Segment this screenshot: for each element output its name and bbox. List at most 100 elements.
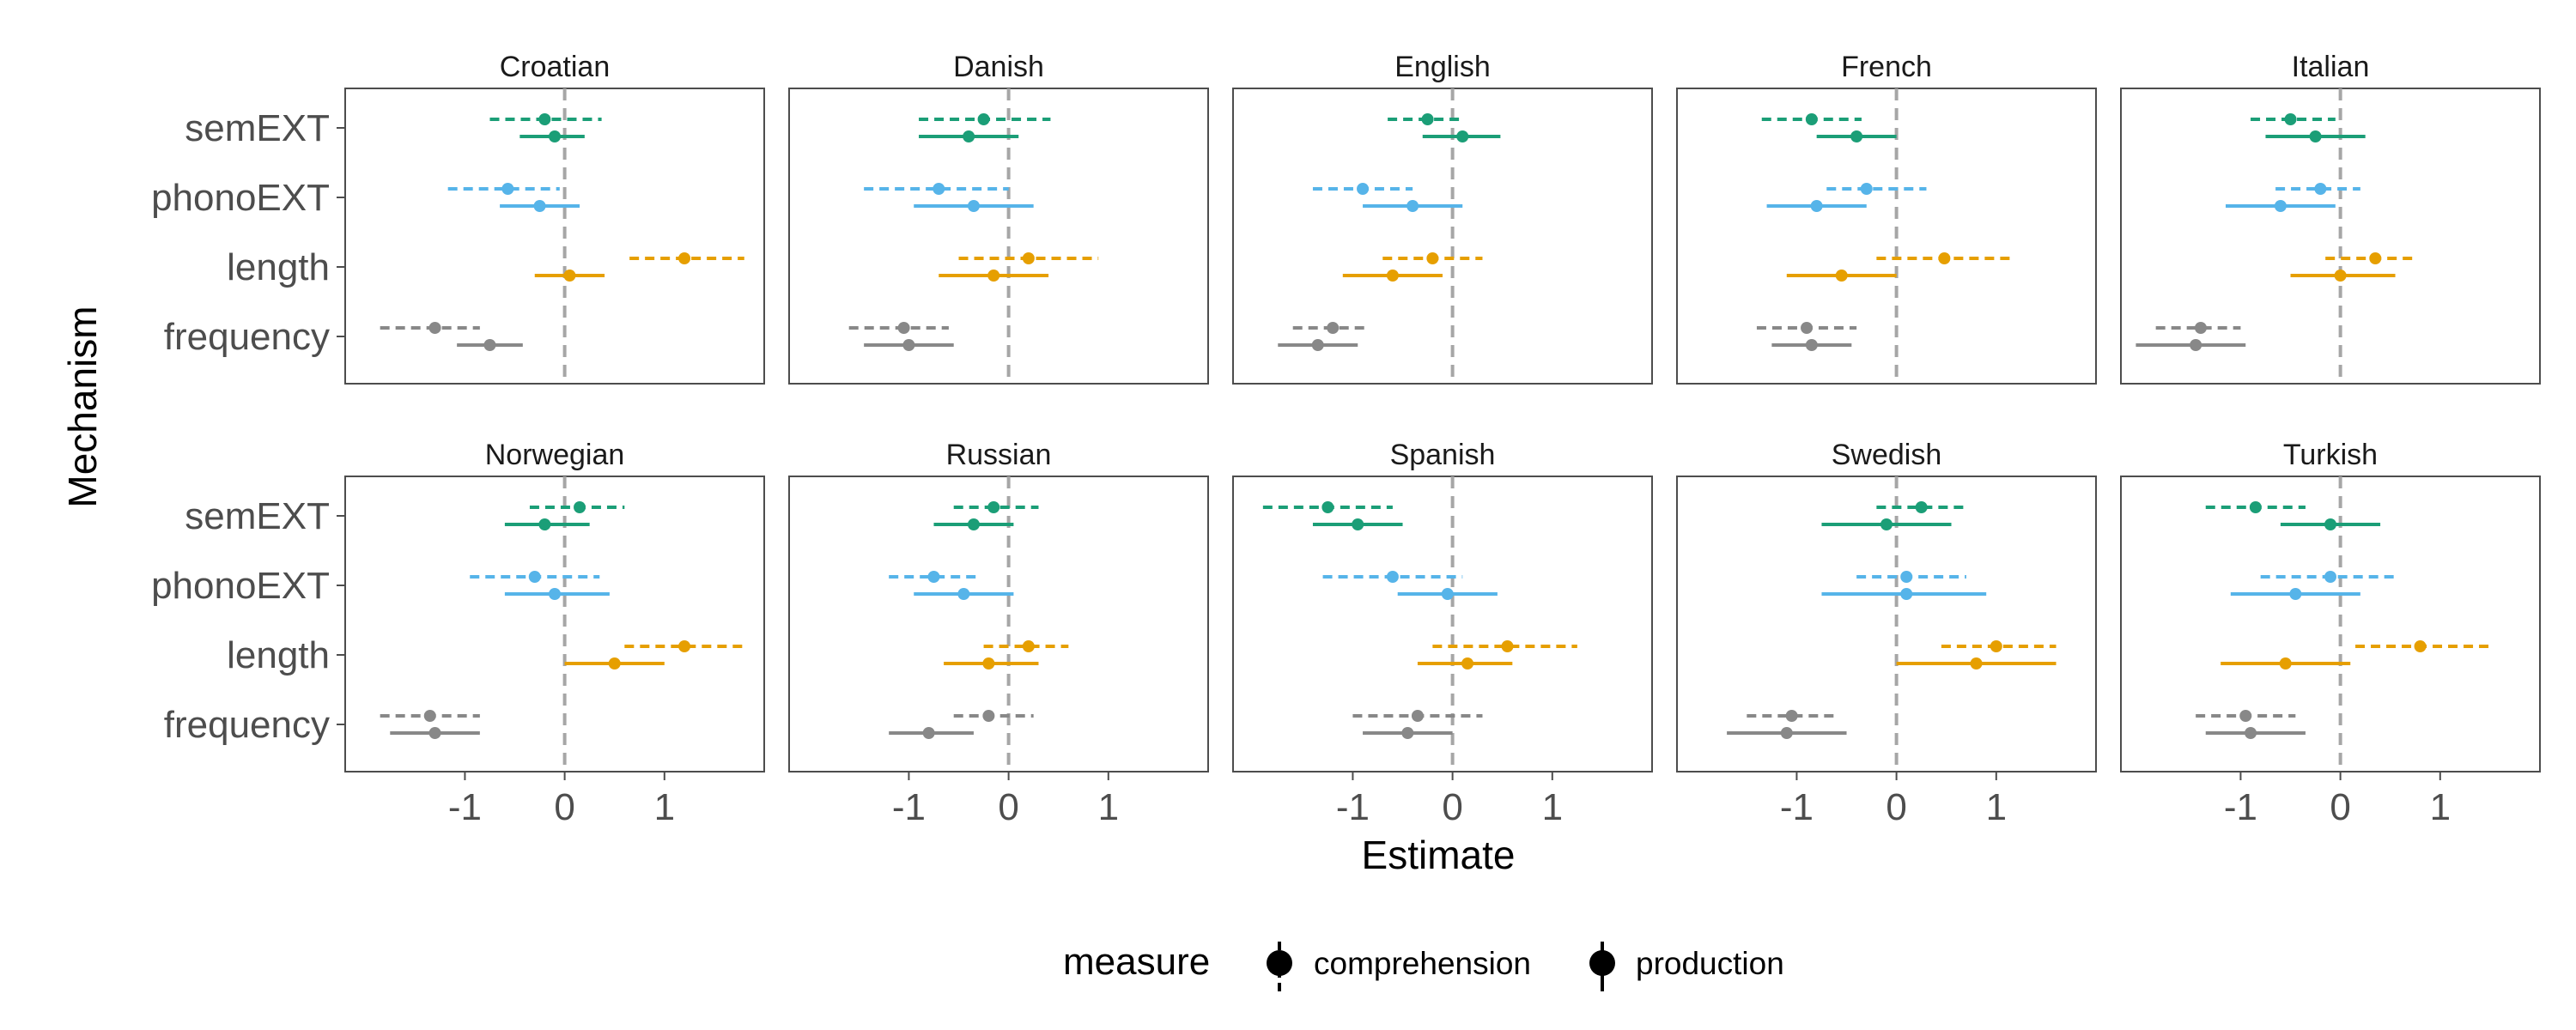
x-tick-label-norwegian-2: 1 <box>654 786 675 828</box>
panel-swedish: Swedish <box>1676 439 2097 780</box>
point-russian-semext-production <box>967 518 980 530</box>
legend-label-production: production <box>1636 946 1784 981</box>
point-swedish-semext-comprehension <box>1915 501 1928 513</box>
point-norwegian-phonoext-production <box>549 588 561 600</box>
point-turkish-length-comprehension <box>2414 640 2427 652</box>
point-danish-length-production <box>987 270 1000 282</box>
point-norwegian-semext-comprehension <box>574 501 586 513</box>
point-english-semext-production <box>1456 130 1469 142</box>
point-russian-frequency-production <box>922 727 935 739</box>
point-spanish-phonoext-production <box>1441 588 1454 600</box>
point-croatian-phonoext-comprehension <box>501 183 514 195</box>
point-croatian-frequency-production <box>483 339 496 351</box>
x-tick-label-spanish-0: -1 <box>1336 786 1370 828</box>
point-italian-semext-production <box>2309 130 2322 142</box>
panel-italian: Italian <box>2120 51 2541 385</box>
panel-danish: Danish <box>788 51 1209 385</box>
point-english-frequency-comprehension <box>1327 322 1340 334</box>
point-swedish-phonoext-comprehension <box>1900 571 1913 583</box>
point-turkish-phonoext-comprehension <box>2324 571 2336 583</box>
point-italian-phonoext-comprehension <box>2314 183 2327 195</box>
panel-border-russian <box>788 476 1209 772</box>
point-spanish-length-production <box>1461 657 1474 670</box>
legend-key-production-point <box>1589 950 1615 976</box>
panel-french: French <box>1676 51 2097 385</box>
panel-title-italian: Italian <box>2292 51 2370 83</box>
y-axis-tick-labels: semEXT phonoEXT length frequency semEXT phono… <box>151 107 330 746</box>
point-spanish-phonoext-comprehension <box>1386 571 1399 583</box>
point-russian-phonoext-production <box>957 588 970 600</box>
point-french-phonoext-production <box>1810 200 1823 212</box>
point-danish-frequency-production <box>902 339 915 351</box>
point-turkish-frequency-comprehension <box>2239 710 2252 722</box>
x-tick-label-swedish-0: -1 <box>1780 786 1814 828</box>
panel-title-russian: Russian <box>946 439 1052 471</box>
panel-title-turkish: Turkish <box>2283 439 2378 471</box>
point-italian-frequency-comprehension <box>2194 322 2207 334</box>
point-swedish-length-production <box>1970 657 1983 670</box>
panel-croatian: Croatian <box>337 51 765 385</box>
point-french-frequency-production <box>1805 339 1818 351</box>
x-tick-label-norwegian-0: -1 <box>448 786 482 828</box>
point-danish-semext-comprehension <box>977 113 990 125</box>
point-croatian-semext-comprehension <box>538 113 551 125</box>
point-russian-length-comprehension <box>1022 640 1035 652</box>
legend-key-production <box>1589 942 1615 991</box>
point-italian-frequency-production <box>2190 339 2202 351</box>
point-english-semext-comprehension <box>1421 113 1434 125</box>
panel-border-french <box>1676 88 2097 385</box>
point-italian-semext-comprehension <box>2284 113 2297 125</box>
panel-border-italian <box>2120 88 2541 385</box>
point-spanish-semext-production <box>1352 518 1364 530</box>
point-swedish-semext-production <box>1880 518 1893 530</box>
point-norwegian-semext-production <box>538 518 551 530</box>
panel-border-danish <box>788 88 1209 385</box>
x-tick-label-russian-2: 1 <box>1098 786 1119 828</box>
panel-title-norwegian: Norwegian <box>485 439 625 471</box>
y-tick-label-norwegian-length: length <box>227 634 330 676</box>
point-turkish-semext-production <box>2324 518 2336 530</box>
point-russian-length-production <box>982 657 995 670</box>
point-spanish-length-comprehension <box>1501 640 1514 652</box>
point-turkish-length-production <box>2279 657 2292 670</box>
legend: measure comprehension production <box>1063 941 1784 991</box>
point-norwegian-frequency-production <box>428 727 441 739</box>
panel-title-french: French <box>1841 51 1932 83</box>
point-turkish-phonoext-production <box>2289 588 2302 600</box>
panel-title-swedish: Swedish <box>1832 439 1942 471</box>
panel-title-croatian: Croatian <box>500 51 611 83</box>
x-tick-label-russian-1: 0 <box>998 786 1018 828</box>
legend-label-comprehension: comprehension <box>1314 946 1531 981</box>
point-turkish-semext-comprehension <box>2249 501 2262 513</box>
legend-key-comprehension <box>1267 942 1292 991</box>
point-danish-frequency-comprehension <box>897 322 910 334</box>
x-tick-label-turkish-2: 1 <box>2430 786 2451 828</box>
y-tick-label-norwegian-semext: semEXT <box>185 495 330 537</box>
point-italian-phonoext-production <box>2274 200 2287 212</box>
point-norwegian-phonoext-comprehension <box>528 571 541 583</box>
panel-turkish: Turkish <box>2120 439 2541 780</box>
point-french-frequency-comprehension <box>1801 322 1814 334</box>
panel-russian: Russian <box>788 439 1209 780</box>
point-french-semext-comprehension <box>1805 113 1818 125</box>
panel-norwegian: Norwegian <box>337 439 765 780</box>
x-tick-label-swedish-1: 0 <box>1886 786 1906 828</box>
point-croatian-frequency-comprehension <box>428 322 441 334</box>
point-norwegian-frequency-comprehension <box>423 710 436 722</box>
point-danish-phonoext-comprehension <box>933 183 945 195</box>
x-tick-label-turkish-0: -1 <box>2224 786 2257 828</box>
point-norwegian-length-comprehension <box>678 640 691 652</box>
y-tick-label-croatian-phonoext: phonoEXT <box>151 177 330 219</box>
point-russian-phonoext-comprehension <box>927 571 940 583</box>
point-spanish-semext-comprehension <box>1321 501 1334 513</box>
x-tick-label-russian-0: -1 <box>892 786 926 828</box>
panels: Croatian Danish English French Italian Norweg… <box>337 51 2541 780</box>
y-axis-title: Mechanism <box>60 306 105 507</box>
y-tick-label-croatian-length: length <box>227 246 330 288</box>
point-french-length-comprehension <box>1938 252 1951 264</box>
legend-title: measure <box>1063 941 1210 983</box>
panel-border-spanish <box>1232 476 1653 772</box>
y-tick-label-norwegian-phonoext: phonoEXT <box>151 565 330 607</box>
point-french-phonoext-comprehension <box>1860 183 1873 195</box>
